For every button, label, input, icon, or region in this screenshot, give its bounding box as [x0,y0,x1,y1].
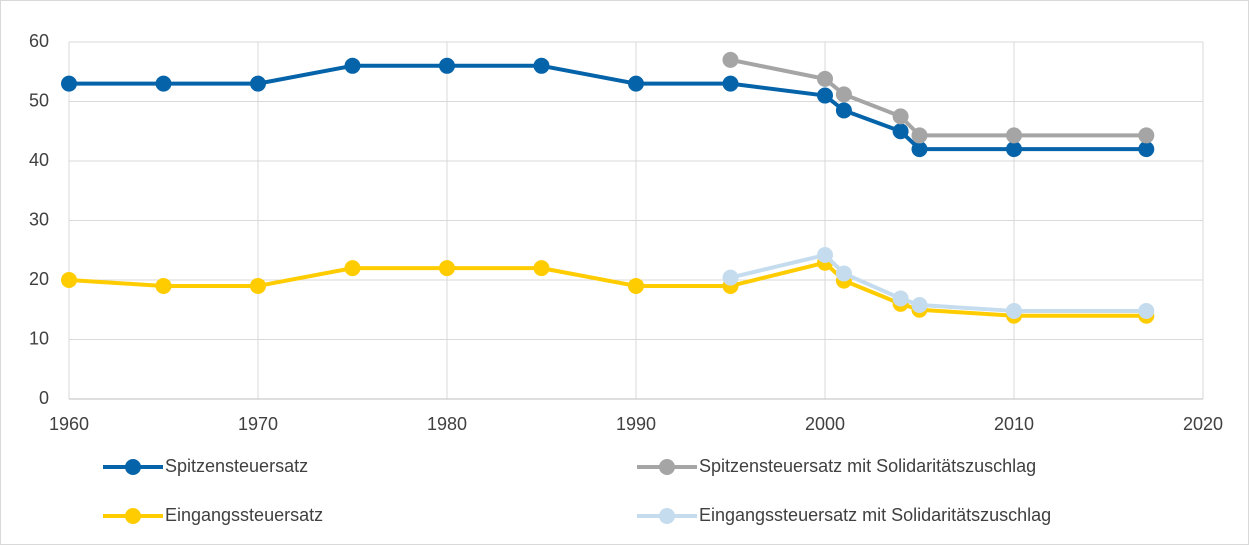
marker [533,57,550,74]
marker [344,57,361,74]
marker [835,265,852,282]
marker [817,70,833,87]
y-tick-label: 20 [29,269,49,289]
y-tick-label: 40 [29,150,49,170]
x-tick-label: 1960 [49,414,89,434]
marker [911,296,928,313]
marker [911,127,928,144]
marker [61,272,77,288]
x-tick-label: 2020 [1183,414,1223,434]
marker [722,269,739,286]
marker [1006,127,1022,144]
x-tick-label: 2010 [994,414,1034,434]
x-tick-label: 1980 [427,414,467,434]
legend-marker [125,459,141,475]
legend: Spitzensteuersatz Spitzensteuersatz mit S… [103,456,1051,525]
marker [533,260,550,277]
y-tick-label: 30 [29,209,49,229]
y-tick-label: 60 [29,31,49,51]
legend-label: Spitzensteuersatz [165,456,308,476]
marker [250,75,266,92]
legend-label: Eingangssteuersatz [165,505,323,525]
marker [1138,141,1155,158]
marker [1138,302,1155,319]
marker [817,87,833,104]
y-tick-label: 10 [29,328,49,348]
legend-label: Eingangssteuersatz mit Solidaritätszusch… [699,505,1051,525]
marker [155,75,172,92]
x-tick-label: 1990 [616,414,656,434]
marker [628,277,644,294]
y-tick-label: 0 [39,388,49,408]
x-tick-label: 1970 [238,414,278,434]
grid: 0 10 20 30 40 50 60 1960 1970 1980 1990 2000 2010 202… [29,31,1223,434]
marker [722,51,739,68]
legend-marker [659,508,675,524]
marker [1138,127,1155,144]
x-tick-label: 2000 [805,414,845,434]
marker [817,247,833,264]
plot [61,51,1155,324]
marker [628,75,644,92]
marker [892,290,909,307]
legend-label: Spitzensteuersatz mit Solidaritätszuschl… [699,456,1036,476]
marker [344,260,361,277]
marker [1006,302,1022,319]
marker [439,57,455,74]
marker [155,277,172,294]
marker [892,123,909,140]
marker [722,75,739,92]
marker [61,75,77,92]
marker [835,102,852,119]
marker [892,108,909,125]
marker [1006,141,1022,158]
marker [911,141,928,158]
marker [439,260,455,277]
marker [835,86,852,103]
legend-marker [125,508,141,524]
legend-marker [659,459,675,475]
marker [250,277,266,294]
y-tick-label: 50 [29,90,49,110]
